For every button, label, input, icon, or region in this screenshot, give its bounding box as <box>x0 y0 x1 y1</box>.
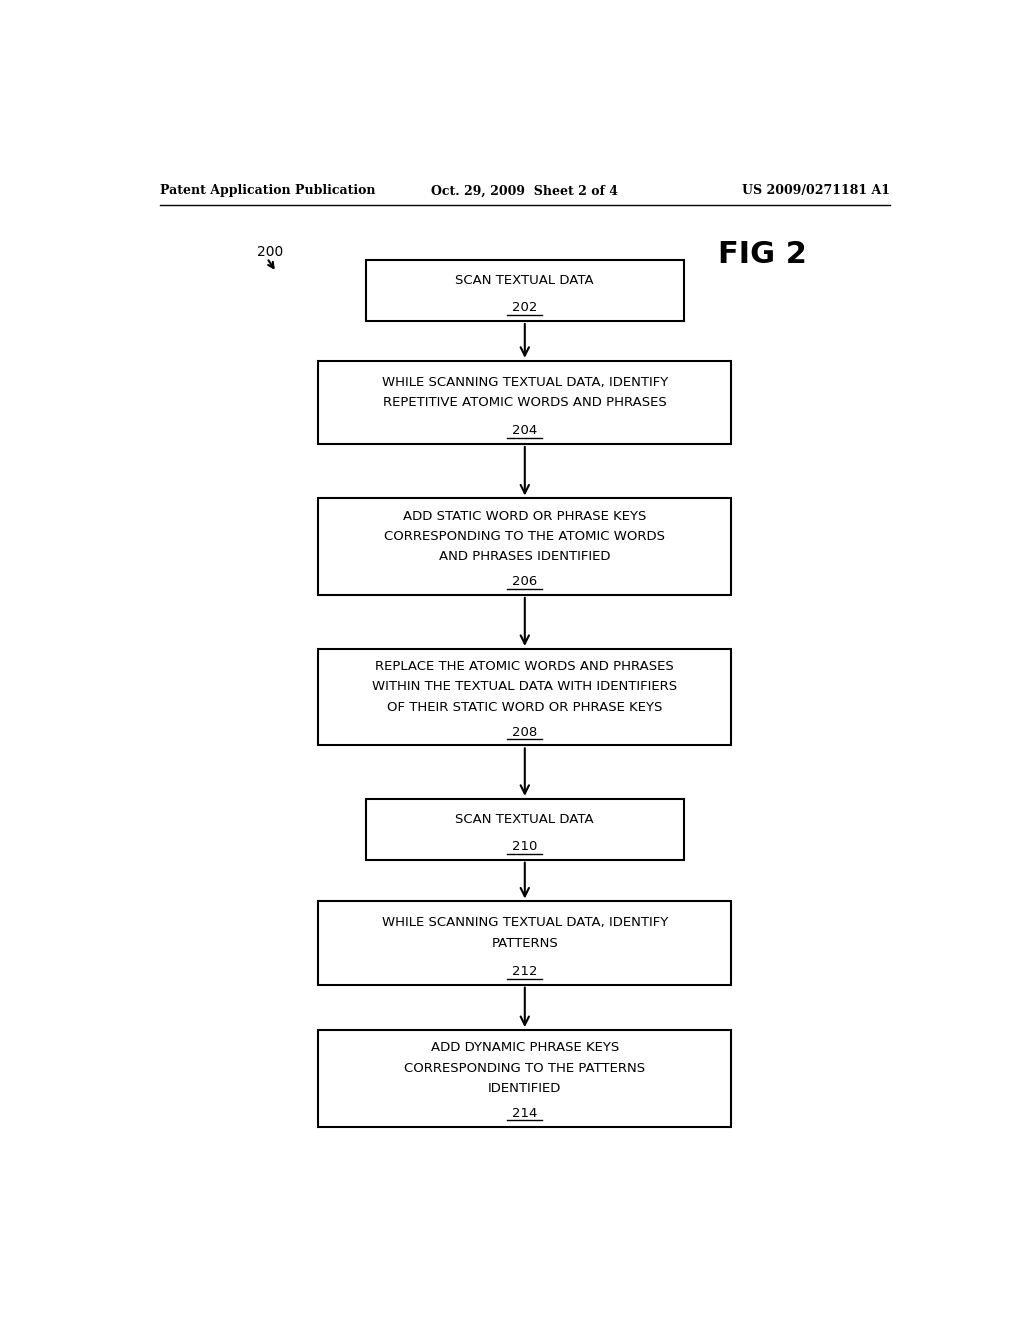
Text: Patent Application Publication: Patent Application Publication <box>160 185 375 198</box>
FancyBboxPatch shape <box>318 499 731 595</box>
Text: ADD STATIC WORD OR PHRASE KEYS: ADD STATIC WORD OR PHRASE KEYS <box>403 510 646 523</box>
Text: WITHIN THE TEXTUAL DATA WITH IDENTIFIERS: WITHIN THE TEXTUAL DATA WITH IDENTIFIERS <box>373 680 677 693</box>
Text: 214: 214 <box>512 1106 538 1119</box>
Text: US 2009/0271181 A1: US 2009/0271181 A1 <box>741 185 890 198</box>
Text: FIG 2: FIG 2 <box>719 240 807 269</box>
Text: ADD DYNAMIC PHRASE KEYS: ADD DYNAMIC PHRASE KEYS <box>431 1041 618 1055</box>
Text: WHILE SCANNING TEXTUAL DATA, IDENTIFY: WHILE SCANNING TEXTUAL DATA, IDENTIFY <box>382 375 668 388</box>
Text: 212: 212 <box>512 965 538 978</box>
Text: CORRESPONDING TO THE PATTERNS: CORRESPONDING TO THE PATTERNS <box>404 1061 645 1074</box>
Text: 210: 210 <box>512 840 538 853</box>
Text: 204: 204 <box>512 424 538 437</box>
Text: WHILE SCANNING TEXTUAL DATA, IDENTIFY: WHILE SCANNING TEXTUAL DATA, IDENTIFY <box>382 916 668 929</box>
Text: 200: 200 <box>257 246 283 259</box>
Text: REPETITIVE ATOMIC WORDS AND PHRASES: REPETITIVE ATOMIC WORDS AND PHRASES <box>383 396 667 409</box>
Text: PATTERNS: PATTERNS <box>492 937 558 949</box>
FancyBboxPatch shape <box>367 260 684 321</box>
FancyBboxPatch shape <box>318 902 731 985</box>
Text: 202: 202 <box>512 301 538 314</box>
FancyBboxPatch shape <box>318 1030 731 1126</box>
Text: REPLACE THE ATOMIC WORDS AND PHRASES: REPLACE THE ATOMIC WORDS AND PHRASES <box>376 660 674 673</box>
FancyBboxPatch shape <box>367 799 684 859</box>
Text: 208: 208 <box>512 726 538 739</box>
Text: IDENTIFIED: IDENTIFIED <box>488 1082 561 1094</box>
Text: Oct. 29, 2009  Sheet 2 of 4: Oct. 29, 2009 Sheet 2 of 4 <box>431 185 618 198</box>
Text: 206: 206 <box>512 576 538 589</box>
Text: SCAN TEXTUAL DATA: SCAN TEXTUAL DATA <box>456 273 594 286</box>
FancyBboxPatch shape <box>318 649 731 746</box>
Text: CORRESPONDING TO THE ATOMIC WORDS: CORRESPONDING TO THE ATOMIC WORDS <box>384 531 666 543</box>
Text: OF THEIR STATIC WORD OR PHRASE KEYS: OF THEIR STATIC WORD OR PHRASE KEYS <box>387 701 663 714</box>
Text: AND PHRASES IDENTIFIED: AND PHRASES IDENTIFIED <box>439 550 610 564</box>
FancyBboxPatch shape <box>318 360 731 444</box>
Text: SCAN TEXTUAL DATA: SCAN TEXTUAL DATA <box>456 813 594 825</box>
